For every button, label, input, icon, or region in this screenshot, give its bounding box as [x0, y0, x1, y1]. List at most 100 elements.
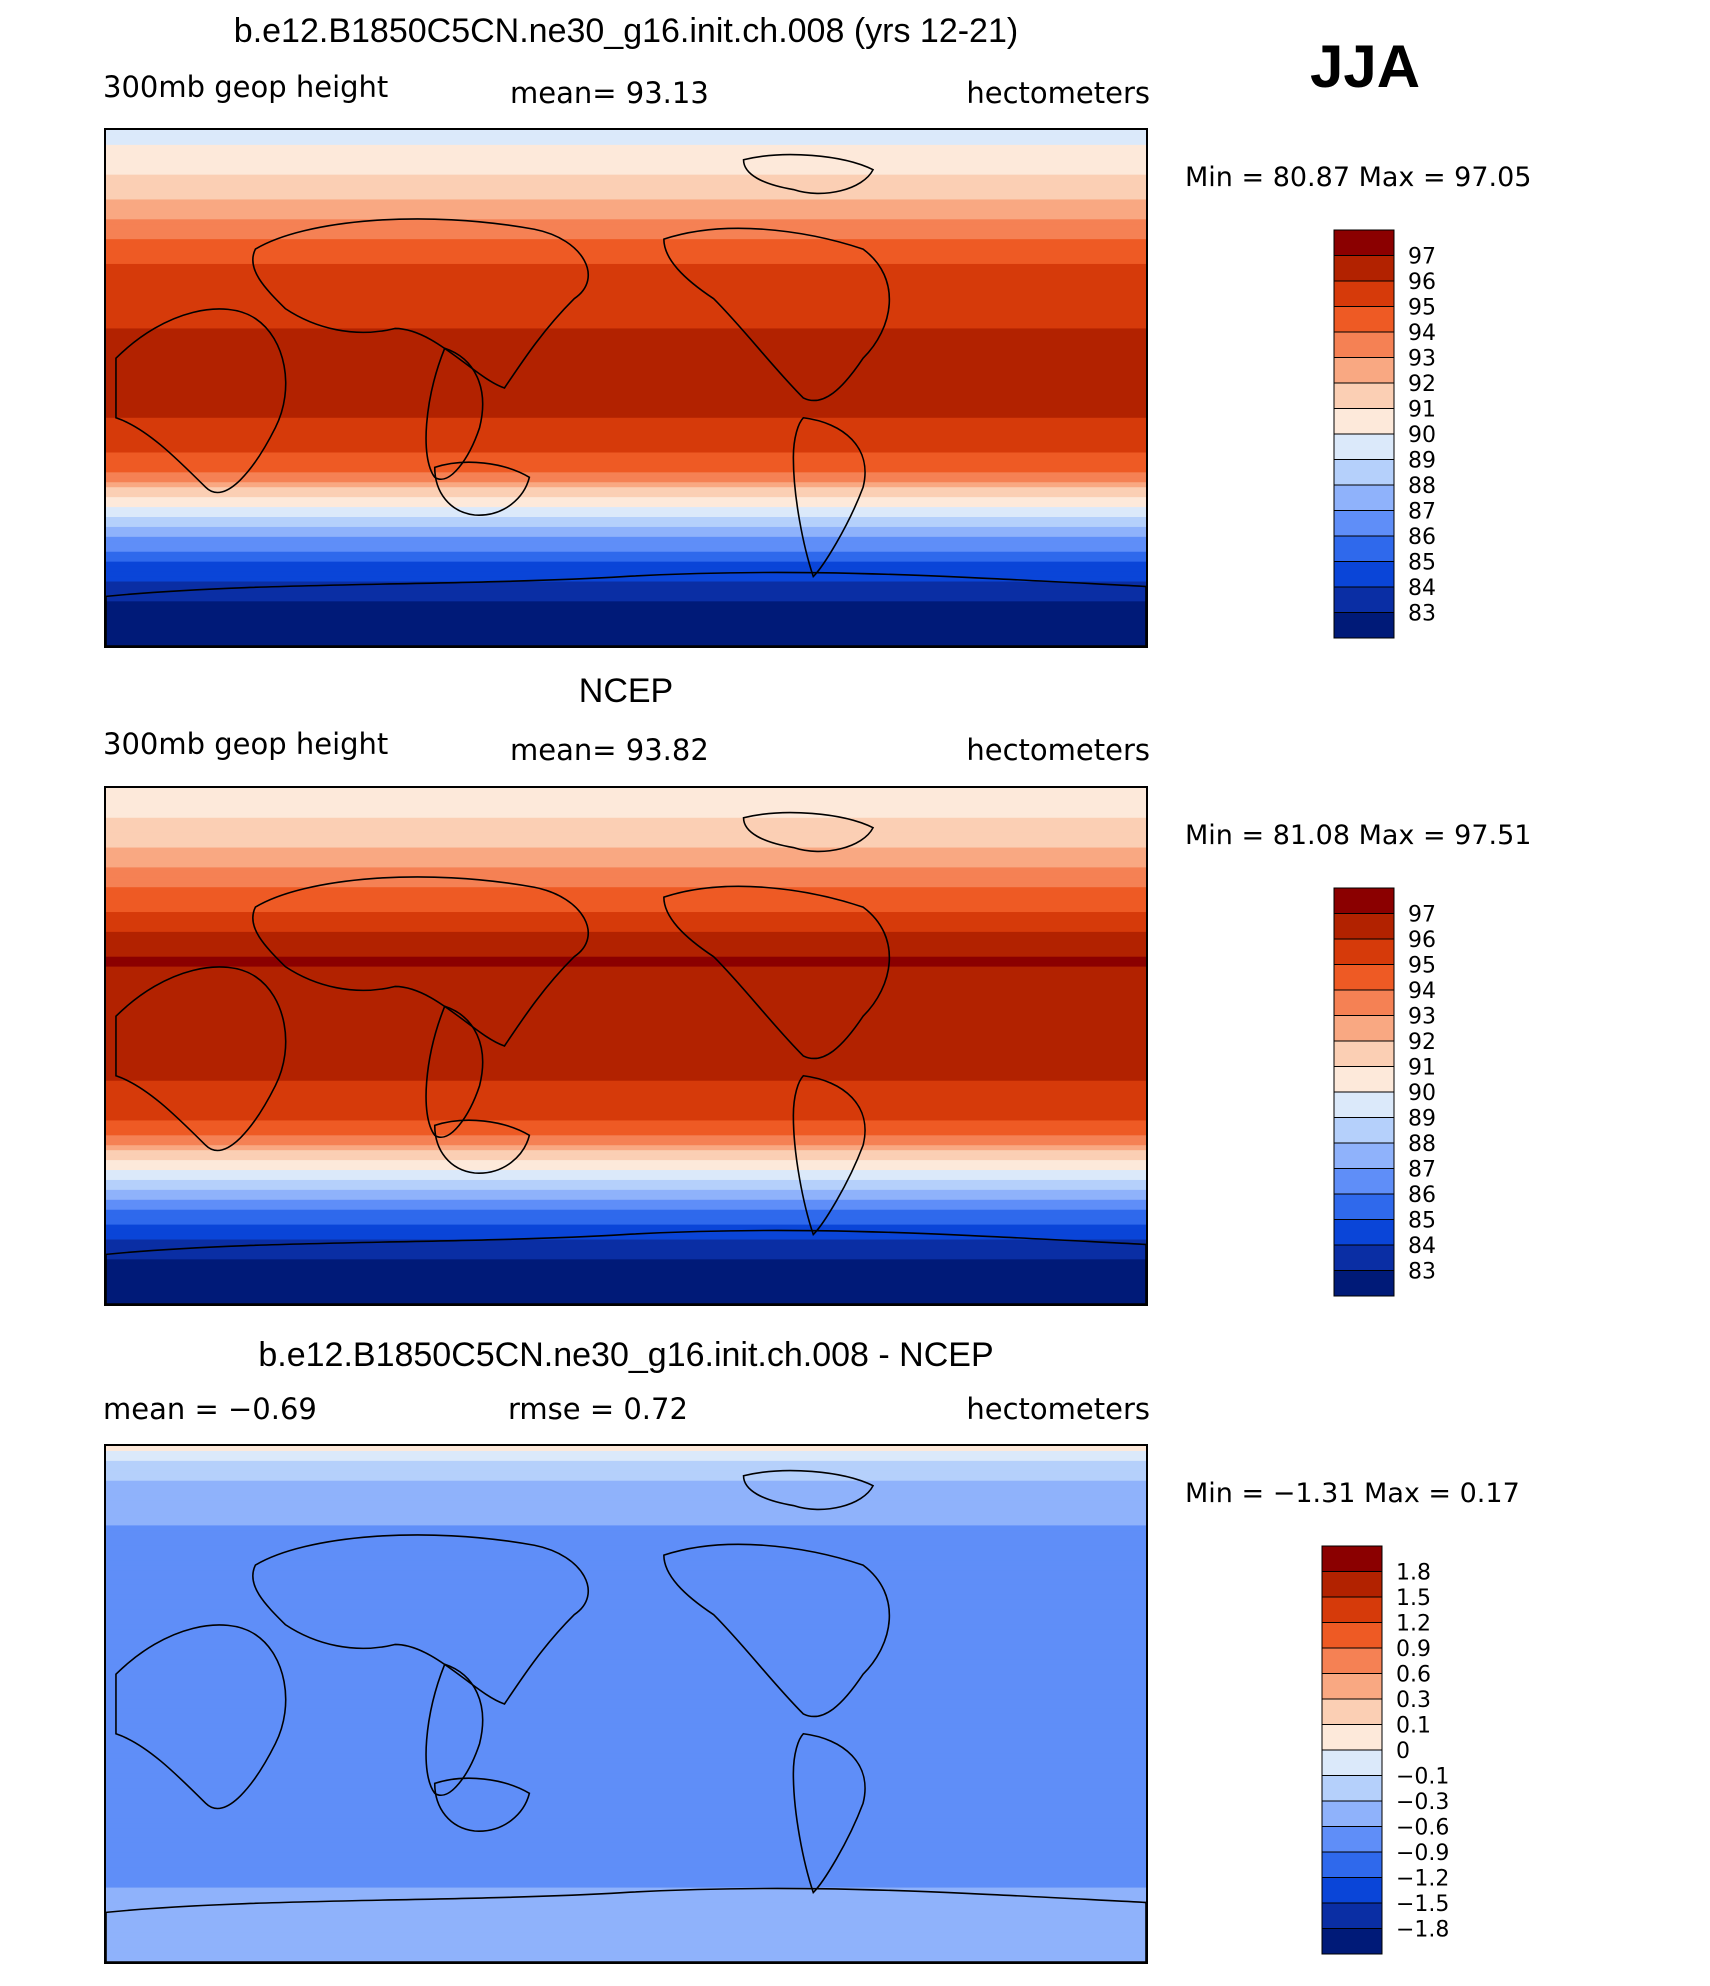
- colorbar-swatch: [1333, 1270, 1395, 1297]
- colorbar-swatch: [1333, 1193, 1395, 1220]
- colorbar-swatch: [1333, 1040, 1395, 1067]
- colorbar-tick-label: −0.9: [1396, 1841, 1449, 1866]
- field-band: [106, 1798, 1146, 1804]
- colorbar-tick-label: −1.5: [1396, 1892, 1449, 1917]
- field-band: [106, 1674, 1146, 1680]
- colorbar-tick-label: 93: [1408, 1005, 1436, 1030]
- field-band: [106, 1500, 1146, 1507]
- field-band: [106, 1234, 1146, 1241]
- coastline-path: [433, 1777, 531, 1832]
- field-band: [106, 1224, 1146, 1231]
- field-band: [106, 1289, 1146, 1295]
- field-band: [106, 1284, 1146, 1290]
- coastline-path: [433, 1119, 531, 1174]
- colorbar-tick-label: 94: [1408, 321, 1436, 346]
- field-band: [106, 571, 1146, 578]
- field-band: [106, 641, 1146, 646]
- field-band: [106, 1209, 1146, 1216]
- field-band: [106, 134, 1146, 141]
- colorbar-tick-label: 86: [1408, 525, 1436, 550]
- field-band: [106, 373, 1146, 379]
- colorbar-swatch: [1333, 484, 1395, 511]
- colorbar-swatch: [1333, 1142, 1395, 1169]
- field-band: [106, 1743, 1146, 1750]
- field-band: [106, 1006, 1146, 1012]
- colorbar-tick-label: 89: [1408, 1107, 1436, 1132]
- colorbar-tick-label: 96: [1408, 928, 1436, 953]
- field-band: [106, 581, 1146, 588]
- field-band: [106, 254, 1146, 260]
- colorbar-swatch: [1333, 433, 1395, 460]
- colorbar-tick-label: 87: [1408, 500, 1436, 525]
- field-band: [106, 1031, 1146, 1037]
- field-band: [106, 1813, 1146, 1819]
- field-band: [106, 1922, 1146, 1928]
- field-band: [106, 283, 1146, 290]
- field-band: [106, 1140, 1146, 1146]
- field-band: [106, 492, 1146, 498]
- field-band: [106, 817, 1146, 824]
- field-band: [106, 907, 1146, 913]
- field-band: [106, 1917, 1146, 1923]
- panel-2-map: [104, 786, 1148, 1306]
- field-band: [106, 1654, 1146, 1660]
- field-band: [106, 1818, 1146, 1824]
- coastline-path: [792, 1074, 866, 1237]
- field-band: [106, 1189, 1146, 1196]
- colorbar-swatch: [1333, 382, 1395, 409]
- field-band: [106, 788, 1146, 794]
- field-band: [106, 872, 1146, 878]
- colorbar-tick-label: 97: [1408, 903, 1436, 928]
- coastline-path: [252, 876, 590, 1047]
- field-band: [106, 467, 1146, 473]
- field-band: [106, 1659, 1146, 1665]
- field-band: [106, 507, 1146, 513]
- colorbar-tick-label: 88: [1408, 1132, 1436, 1157]
- field-band: [106, 1748, 1146, 1755]
- field-band: [106, 1125, 1146, 1131]
- coastline-path: [433, 461, 531, 516]
- coastline-path: [742, 1469, 875, 1511]
- field-band: [106, 1016, 1146, 1022]
- field-band: [106, 1105, 1146, 1112]
- colorbar-tick-label: 92: [1408, 372, 1436, 397]
- panel-3-rmse-label: rmse = 0.72: [508, 1392, 688, 1426]
- coastline-path: [106, 571, 1146, 646]
- coastline-path: [663, 1543, 891, 1718]
- field-band: [106, 621, 1146, 627]
- field-band: [106, 517, 1146, 523]
- field-band: [106, 917, 1146, 923]
- field-band: [106, 1065, 1146, 1072]
- field-band: [106, 882, 1146, 888]
- field-band: [106, 318, 1146, 325]
- coastline-path: [115, 966, 287, 1152]
- colorbar-tick-label: 83: [1408, 1260, 1436, 1285]
- colorbar-tick-label: 1.5: [1396, 1586, 1431, 1611]
- field-band: [106, 1485, 1146, 1492]
- field-band: [106, 971, 1146, 978]
- coastline-path: [115, 308, 287, 494]
- field-band: [106, 827, 1146, 834]
- field-band: [106, 1947, 1146, 1953]
- field-band: [106, 244, 1146, 250]
- colorbar-swatch: [1321, 1571, 1383, 1598]
- field-band: [106, 268, 1146, 275]
- field-band: [106, 1011, 1146, 1017]
- field-band: [106, 1085, 1146, 1092]
- field-band: [106, 388, 1146, 394]
- colorbar-swatch: [1333, 306, 1395, 333]
- field-band: [106, 214, 1146, 220]
- colorbar-tick-label: 86: [1408, 1183, 1436, 1208]
- field-band: [106, 1957, 1146, 1962]
- field-band: [106, 606, 1146, 612]
- field-band: [106, 1299, 1146, 1304]
- field-band: [106, 1510, 1146, 1517]
- field-band: [106, 586, 1146, 593]
- field-band: [106, 1768, 1146, 1775]
- season-label: JJA: [1310, 33, 1421, 100]
- field-band: [106, 412, 1146, 419]
- field-band: [106, 1694, 1146, 1700]
- field-band: [106, 1254, 1146, 1260]
- colorbar-swatch: [1321, 1800, 1383, 1827]
- field-band: [106, 1857, 1146, 1864]
